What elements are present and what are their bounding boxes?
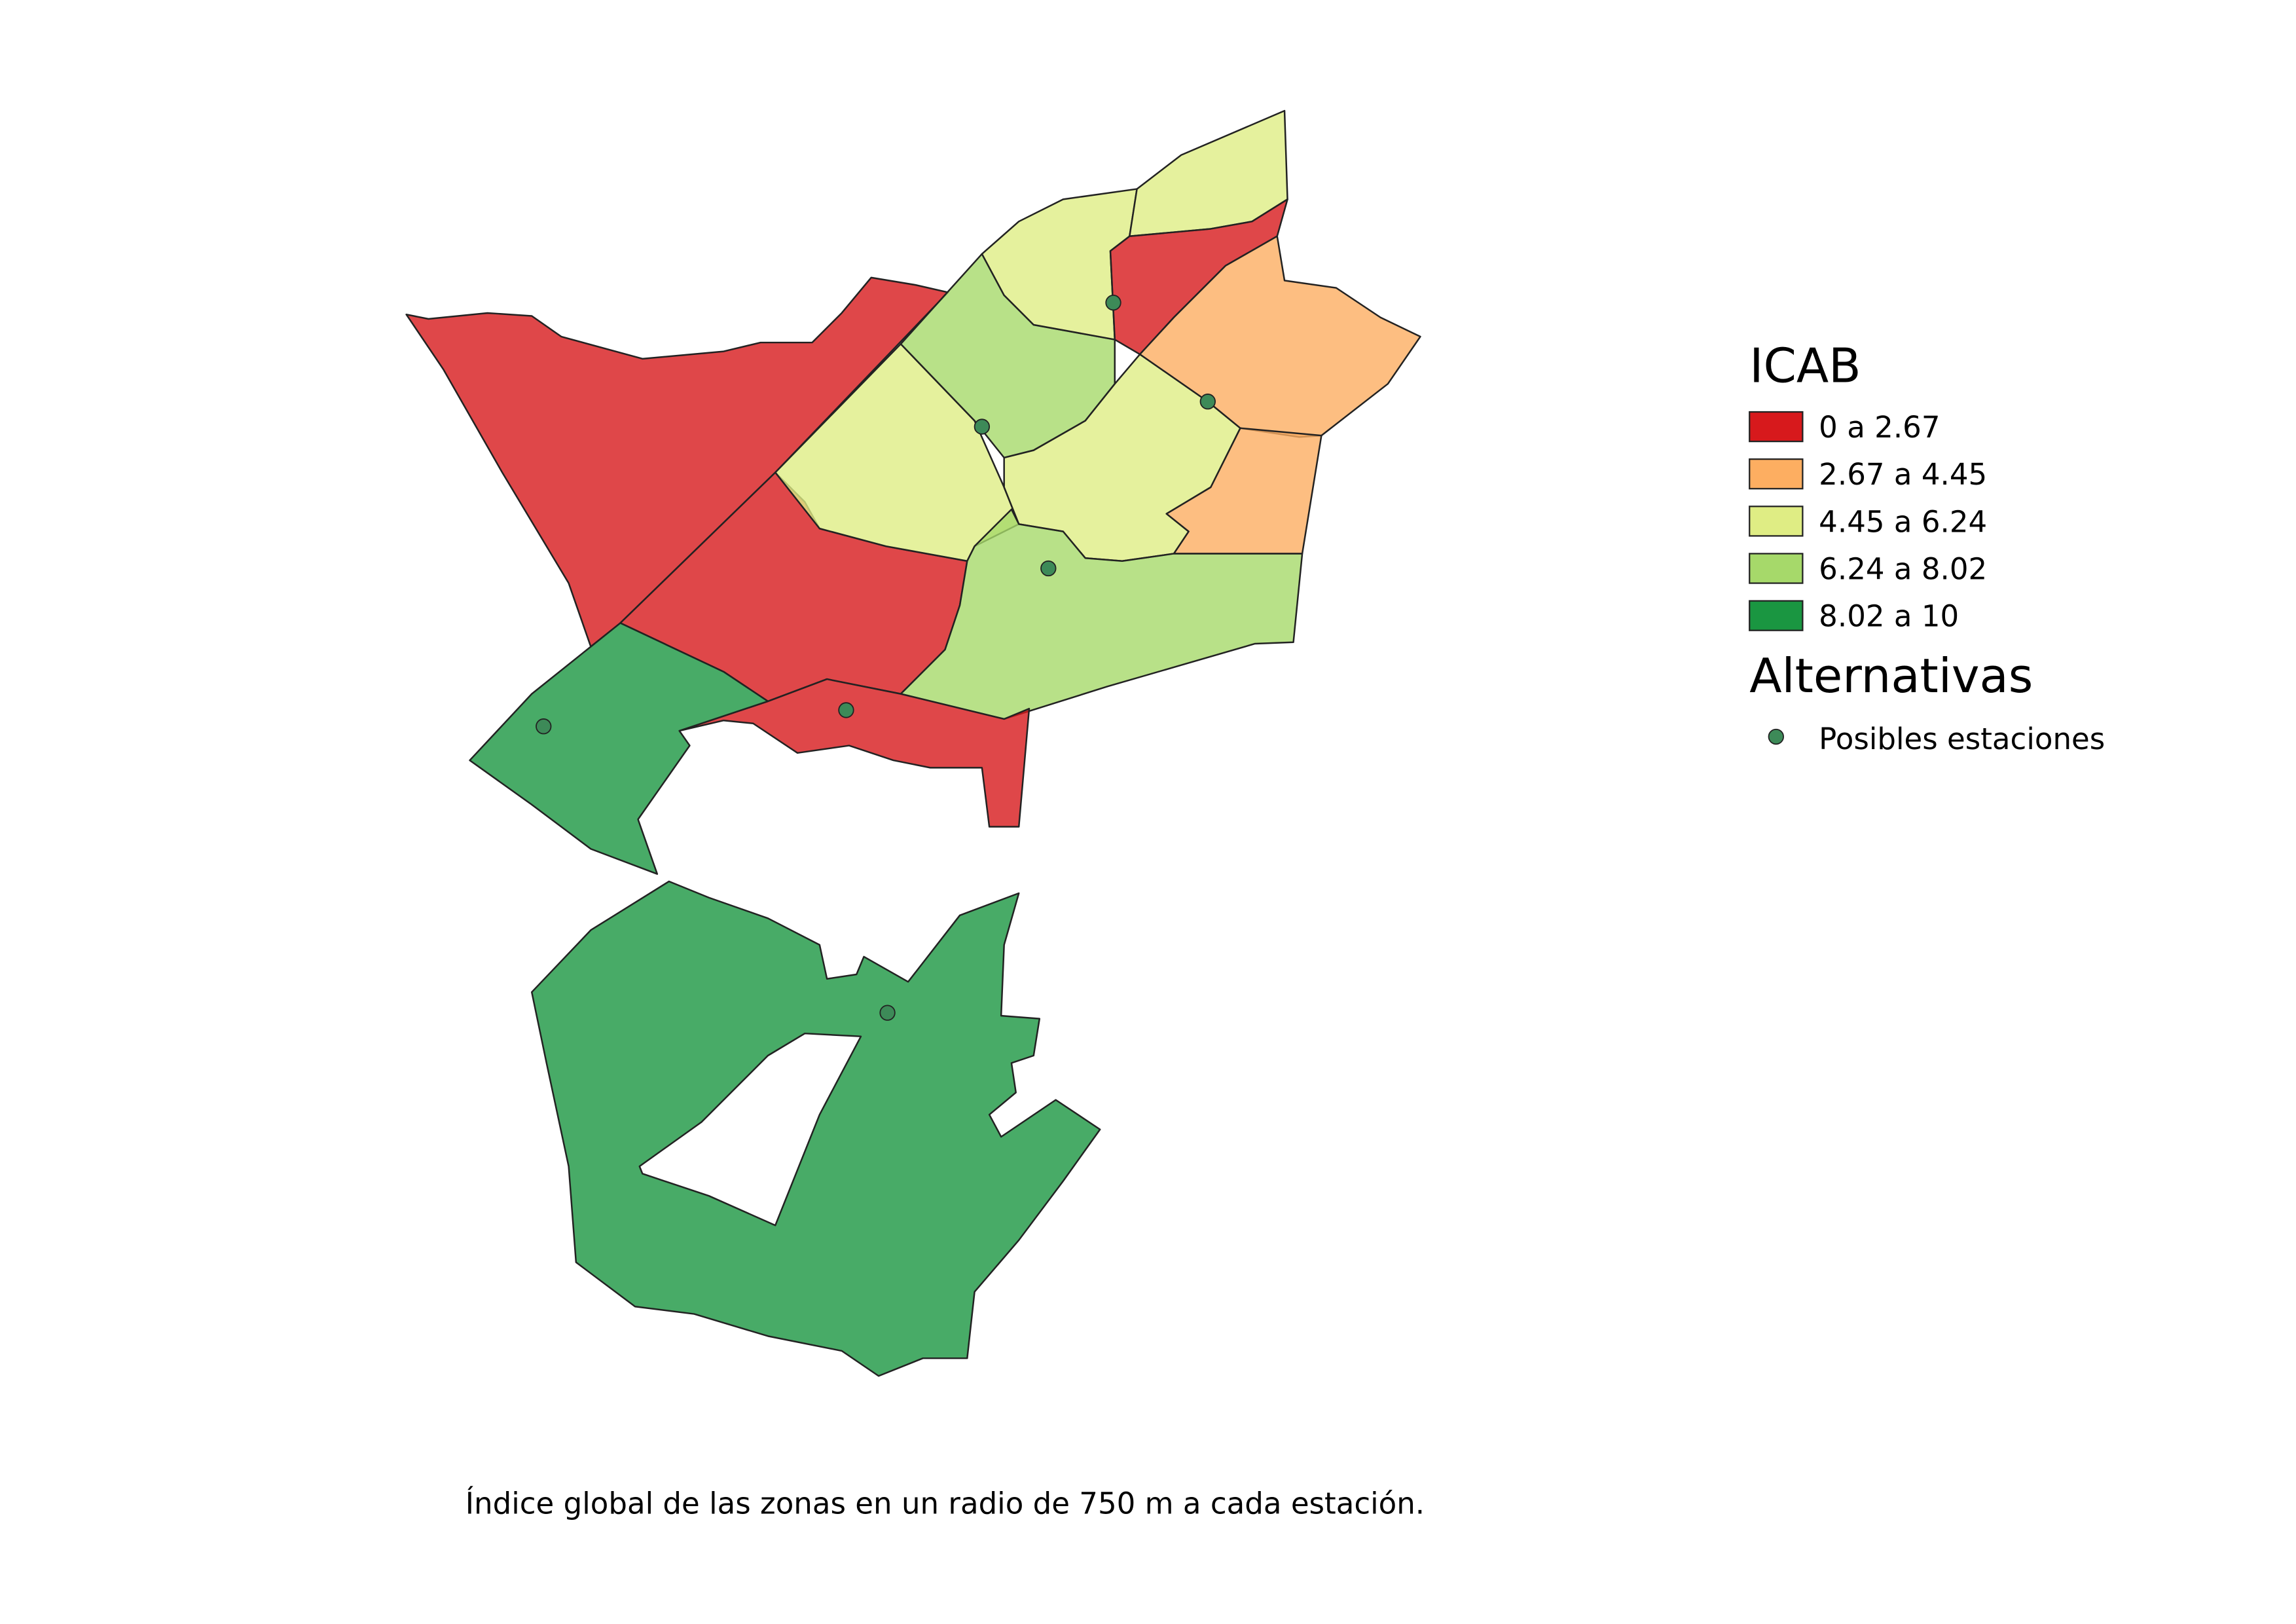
station: [1105, 295, 1121, 311]
station: [974, 418, 991, 435]
legend: ICAB Alternativas Posibles estaciones 0 …: [1749, 339, 2105, 756]
caption: Índice global de las zonas en un radio d…: [465, 1486, 1425, 1521]
map: [405, 109, 1421, 1377]
legend-label: 2.67 a 4.45: [1819, 457, 1987, 492]
legend-title: ICAB: [1749, 339, 1861, 394]
zone: [530, 880, 1101, 1377]
station: [1040, 560, 1057, 577]
legend-label: Posibles estaciones: [1819, 722, 2105, 756]
stations: [536, 295, 1216, 1021]
zone: [469, 622, 769, 875]
legend-label: 6.24 a 8.02: [1819, 552, 1987, 587]
zone: [405, 276, 949, 648]
station: [879, 1005, 896, 1021]
zone: [900, 508, 1303, 720]
legend-label: 0 a 2.67: [1819, 410, 1940, 445]
legend-symbol: [1768, 728, 1784, 745]
legend-swatch: [1749, 411, 1804, 443]
legend-title: Alternativas: [1749, 649, 2033, 704]
station: [536, 718, 552, 735]
legend-label: 8.02 a 10: [1819, 599, 1959, 634]
station: [1199, 394, 1216, 410]
legend-label: 4.45 a 6.24: [1819, 504, 1987, 539]
station: [838, 702, 854, 718]
legend-swatch: [1749, 458, 1804, 490]
legend-swatch: [1749, 553, 1804, 584]
legend-swatch: [1749, 506, 1804, 537]
legend-swatch: [1749, 600, 1804, 631]
